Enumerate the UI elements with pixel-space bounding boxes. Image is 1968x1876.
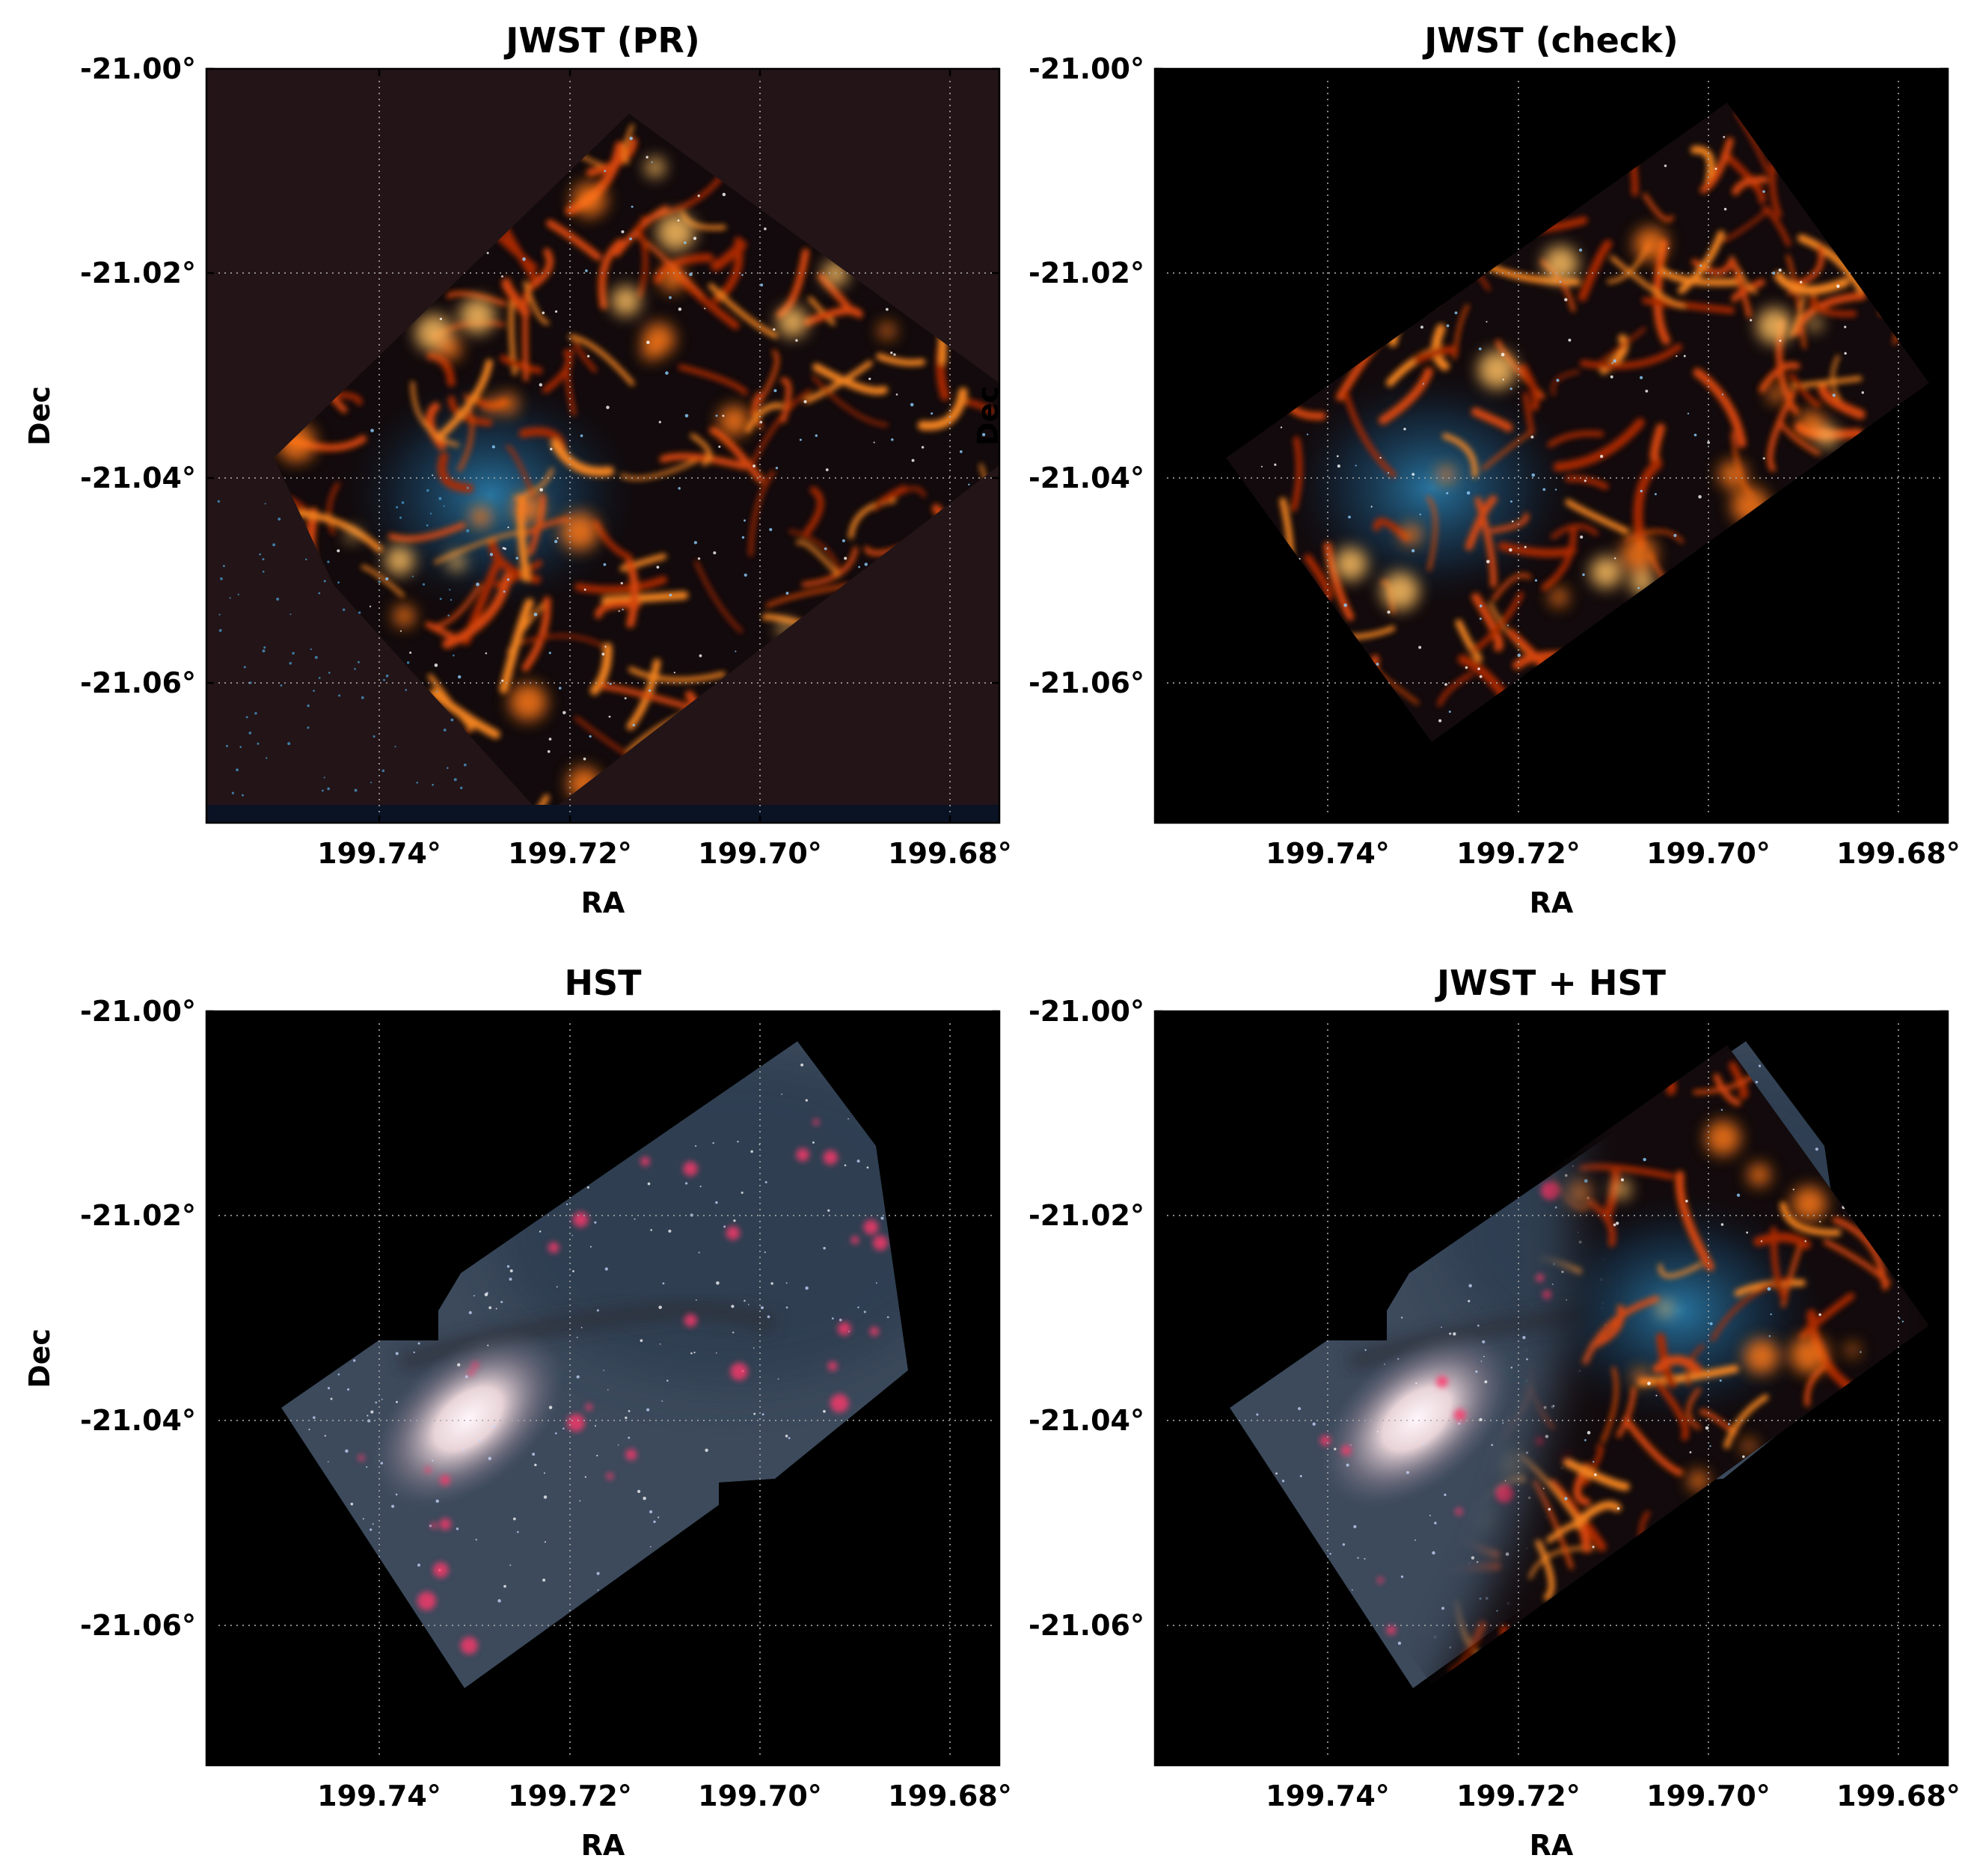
x-tick-label: 199.74° [1266,1780,1390,1812]
tick-marks [1155,1010,1948,1765]
x-tick-label: 199.74° [1266,837,1390,870]
sky-image [206,114,999,823]
y-tick-label: -21.06° [80,1609,196,1642]
y-tick-label: -21.06° [1029,666,1144,699]
y-tick-label: -21.04° [80,462,196,494]
y-tick-label: -21.00° [1029,52,1144,85]
y-tick-label: -21.02° [1029,1199,1144,1232]
y-tick-label: -21.04° [1029,462,1144,494]
axes-frame [1153,67,1949,824]
y-tick-label: -21.00° [80,995,196,1028]
x-axis-label: RA [1530,886,1574,919]
x-tick-label: 199.70° [698,1780,822,1812]
panel-hst: HST 199.74° 199.72° 199.70° 199.68° -21.00° -2… [23,963,1012,1862]
tick-marks [206,67,999,823]
x-tick-label: 199.70° [1646,1780,1771,1812]
x-tick-label: 199.74° [317,1780,441,1812]
y-tick-label: -21.04° [1029,1404,1144,1437]
x-tick-label: 199.72° [1456,1780,1581,1812]
y-tick-label: -21.02° [80,1199,196,1232]
grid [206,1011,999,1765]
panel-jwst_check: JWST (check) 199.74° 199.72° 199.70° 199.68°… [972,20,1961,919]
tick-marks [206,1010,999,1765]
y-tick-label: -21.02° [80,257,196,289]
panel-combined: JWST + HST 199.74° 199.72° 199.70° 199.68° -2… [1029,963,1961,1862]
sky-image [1226,102,1929,742]
jwst-emission-texture [274,114,999,817]
jwst-emission-texture [1226,102,1929,742]
x-axis-label: RA [581,886,625,919]
axes-frame [205,1010,1001,1767]
panel-title: JWST (PR) [503,20,700,61]
y-tick-label: -21.04° [80,1404,196,1437]
tick-marks [1155,67,1948,823]
mosaic-edge-strip [206,805,999,823]
x-tick-label: 199.72° [1456,837,1581,870]
x-tick-label: 199.70° [1646,837,1771,870]
y-tick-label: -21.06° [1029,1609,1144,1642]
panel-title: HST [564,963,642,1003]
y-tick-label: -21.00° [80,52,196,85]
x-tick-label: 199.68° [888,837,1012,870]
x-axis-label: RA [1530,1829,1574,1862]
x-tick-label: 199.72° [508,1780,632,1812]
axes-frame [1153,1010,1949,1767]
x-tick-label: 199.68° [1836,1780,1961,1812]
y-tick-label: -21.06° [80,666,196,699]
y-axis-label: Dec [23,1328,56,1388]
x-axis-label: RA [581,1829,625,1862]
y-axis-label: Dec [972,386,1005,446]
panel-title: JWST (check) [1422,20,1679,61]
y-tick-label: -21.02° [1029,257,1144,289]
y-tick-label: -21.00° [1029,995,1144,1028]
panel-jwst_pr: JWST (PR) 199.74° 199.72° 199.70° 199.68° -21… [23,20,1012,919]
x-tick-label: 199.72° [508,837,632,870]
axes-frame [205,67,1001,824]
panel-title: JWST + HST [1435,963,1667,1003]
x-tick-label: 199.68° [888,1780,1012,1812]
x-tick-label: 199.70° [698,837,822,870]
grid [1155,68,1948,823]
x-tick-label: 199.68° [1836,837,1961,870]
x-tick-label: 199.74° [317,837,441,870]
y-axis-label: Dec [23,386,56,446]
